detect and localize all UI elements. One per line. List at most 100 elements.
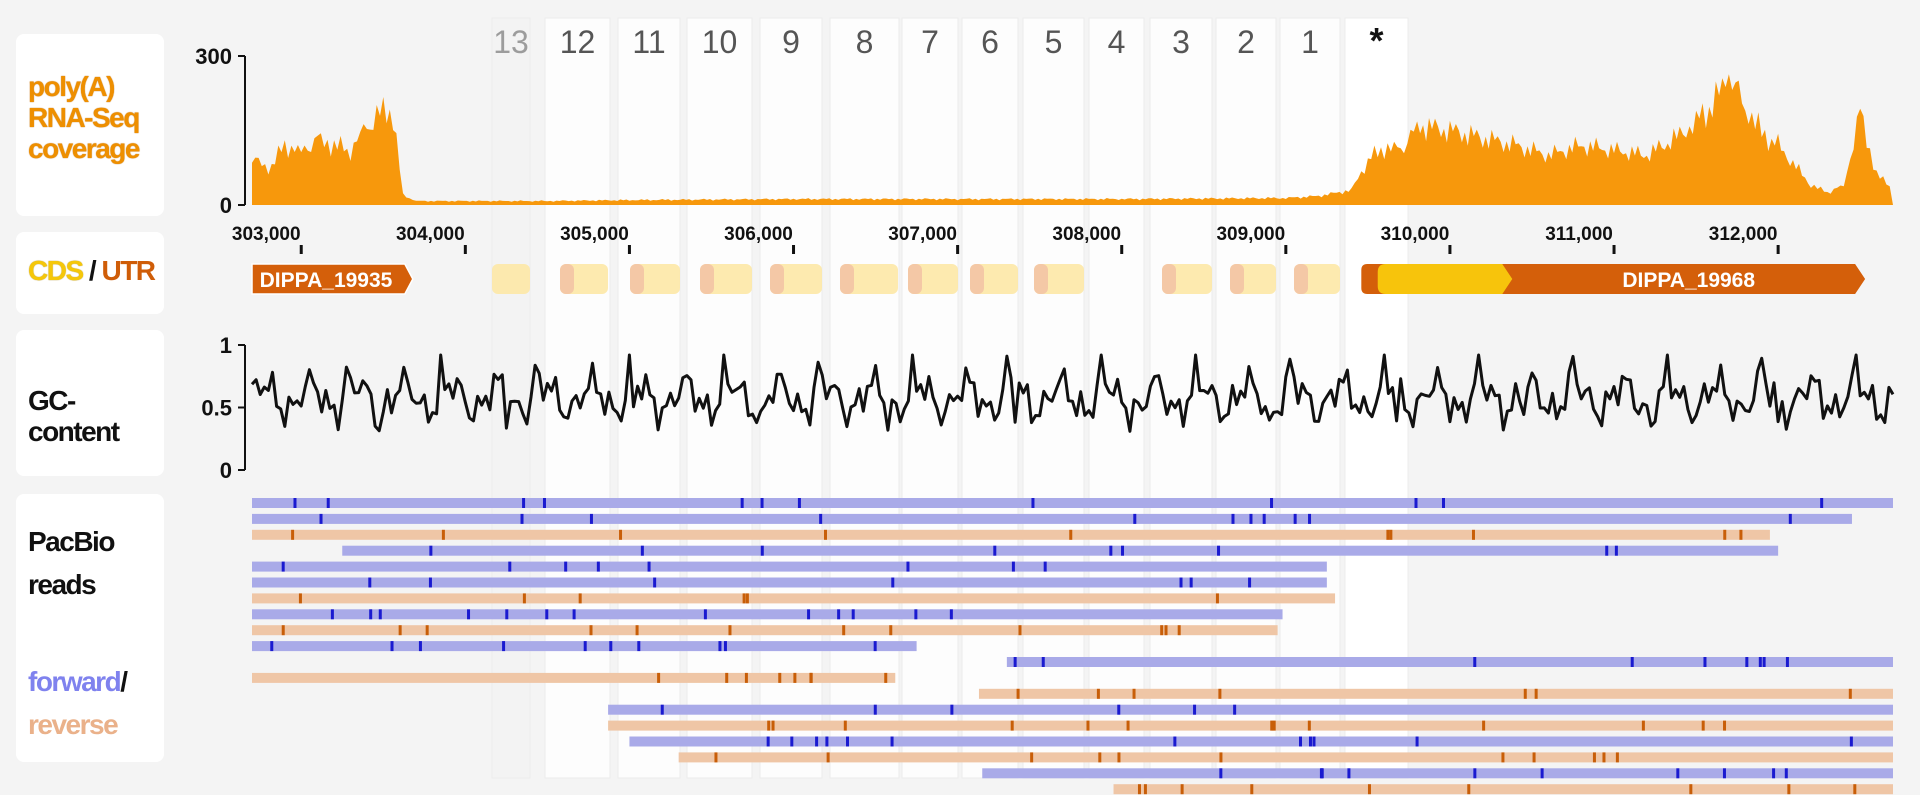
repeat-column-label: 5 <box>1045 24 1063 60</box>
read-mismatch-mark <box>1011 561 1015 572</box>
read-mismatch-mark <box>635 625 639 636</box>
pacbio-track-label: PacBio reads <box>28 520 115 607</box>
genome-tick-label: 307,000 <box>888 224 957 245</box>
forward-read <box>252 577 1327 588</box>
read-mismatch-mark <box>522 498 526 508</box>
gene-name-label: DIPPA_19968 <box>1622 269 1755 292</box>
gc-label-panel: GC-content <box>16 330 164 476</box>
read-mismatch-mark <box>723 641 727 652</box>
read-mismatch-mark <box>1762 657 1766 667</box>
read-mismatch-mark <box>502 641 506 652</box>
read-mismatch-mark <box>281 561 285 572</box>
read-mismatch-mark <box>1312 736 1316 747</box>
read-mismatch-mark <box>1501 752 1505 763</box>
repeat-column-label: 10 <box>702 24 738 60</box>
read-mismatch-mark <box>1043 561 1047 572</box>
read-mismatch-mark <box>1179 577 1183 588</box>
read-mismatch-mark <box>1722 768 1726 779</box>
read-mismatch-mark <box>1745 657 1749 667</box>
read-mismatch-mark <box>846 736 850 747</box>
read-mismatch-mark <box>1473 768 1477 779</box>
reverse-read <box>978 688 1893 699</box>
read-mismatch-mark <box>429 545 433 556</box>
read-mismatch-mark <box>725 672 729 683</box>
read-mismatch-mark <box>1137 784 1141 795</box>
read-mismatch-mark <box>1534 688 1538 699</box>
read-mismatch-mark <box>1250 784 1254 795</box>
genome-tick-label: 306,000 <box>724 224 793 245</box>
read-mismatch-mark <box>1614 545 1618 556</box>
read-mismatch-mark <box>1121 545 1125 556</box>
read-mismatch-mark <box>1592 752 1596 763</box>
read-mismatch-mark <box>441 529 445 540</box>
read-body <box>608 720 1894 731</box>
read-body <box>252 672 896 683</box>
gene-track-label: CDS / UTR <box>28 255 156 287</box>
read-mismatch-mark <box>1272 720 1276 731</box>
read-mismatch-mark <box>1787 784 1791 795</box>
read-mismatch-mark <box>589 513 593 524</box>
read-mismatch-mark <box>390 641 394 652</box>
read-mismatch-mark <box>369 609 373 620</box>
read-mismatch-mark <box>842 625 846 636</box>
read-mismatch-mark <box>745 593 749 604</box>
read-mismatch-mark <box>1018 625 1022 636</box>
read-mismatch-mark <box>993 545 997 556</box>
read-mismatch-mark <box>1701 720 1705 731</box>
read-mismatch-mark <box>767 720 771 731</box>
forward-read <box>342 545 1779 556</box>
read-mismatch-mark <box>1109 545 1113 556</box>
read-mismatch-mark <box>660 704 664 715</box>
read-mismatch-mark <box>837 609 841 620</box>
gc-y-tick-label: 1 <box>220 333 232 358</box>
read-mismatch-mark <box>609 641 613 652</box>
read-mismatch-mark <box>1030 752 1034 763</box>
gene-label-panel: CDS / UTR <box>16 232 164 314</box>
repeat-feature-utr <box>970 264 984 294</box>
genome-tick-label: 312,000 <box>1709 224 1778 245</box>
read-mismatch-mark <box>1772 768 1776 779</box>
read-mismatch-mark <box>1471 529 1475 540</box>
read-mismatch-mark <box>1126 720 1130 731</box>
read-body <box>252 577 1327 588</box>
read-mismatch-mark <box>809 672 813 683</box>
read-mismatch-mark <box>1689 784 1693 795</box>
utr-legend-label: UTR <box>101 255 156 286</box>
read-mismatch-mark <box>1532 752 1536 763</box>
gene-DIPPA_19935 <box>251 263 414 295</box>
read-body <box>342 545 1779 556</box>
coverage-y-tick-label: 0 <box>220 193 232 218</box>
read-mismatch-mark <box>890 736 894 747</box>
repeat-feature <box>840 264 898 294</box>
repeat-feature-utr <box>1294 264 1308 294</box>
read-mismatch-mark <box>766 736 770 747</box>
read-mismatch-mark <box>1386 529 1390 540</box>
read-mismatch-mark <box>398 625 402 636</box>
read-mismatch-mark <box>740 498 744 508</box>
read-mismatch-mark <box>1641 720 1645 731</box>
repeat-feature-utr <box>560 264 574 294</box>
repeat-column-label: 11 <box>632 24 665 60</box>
read-mismatch-mark <box>298 593 302 604</box>
read-mismatch-mark <box>1307 720 1311 731</box>
gc-y-tick-label: 0.5 <box>201 396 232 421</box>
forward-legend-slash: / <box>120 666 128 697</box>
read-mismatch-mark <box>368 577 372 588</box>
read-mismatch-mark <box>1540 768 1544 779</box>
repeat-feature-utr <box>770 264 784 294</box>
read-mismatch-mark <box>1160 625 1164 636</box>
read-body <box>608 704 1894 715</box>
read-mismatch-mark <box>884 672 888 683</box>
genome-tick-label: 311,000 <box>1545 224 1613 245</box>
read-body <box>252 609 1283 620</box>
read-mismatch-mark <box>826 752 830 763</box>
read-mismatch-mark <box>1630 657 1634 667</box>
read-body <box>252 529 1770 540</box>
read-mismatch-mark <box>1523 688 1527 699</box>
read-mismatch-mark <box>1785 657 1789 667</box>
read-mismatch-mark <box>319 513 323 524</box>
read-mismatch-mark <box>1482 720 1486 731</box>
read-mismatch-mark <box>1262 513 1266 524</box>
read-mismatch-mark <box>326 498 330 508</box>
repeat-column-label: 1 <box>1301 24 1319 60</box>
